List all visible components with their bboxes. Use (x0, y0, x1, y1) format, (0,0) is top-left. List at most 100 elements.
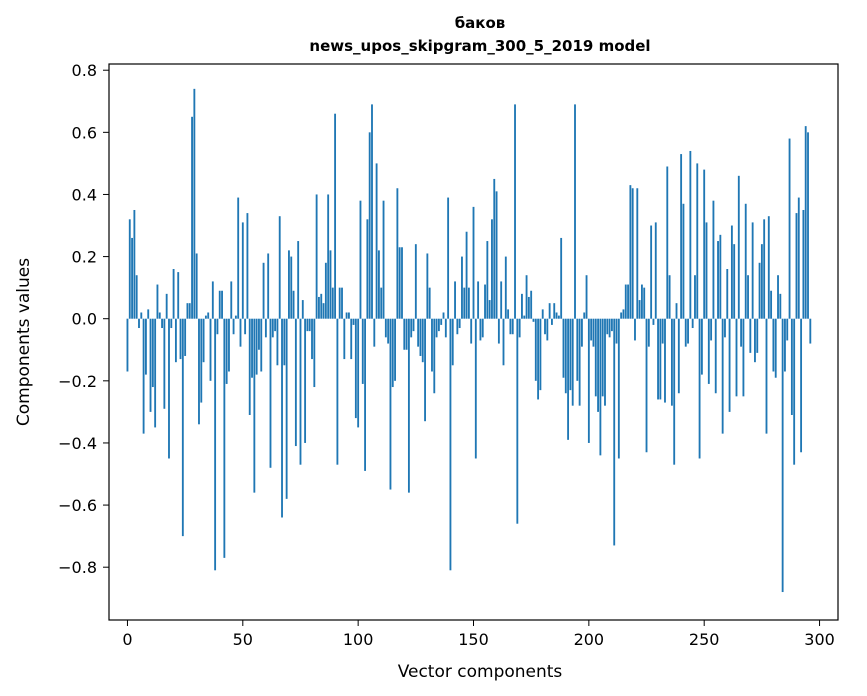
bar (209, 318, 212, 381)
bar (426, 253, 429, 319)
bar (223, 318, 226, 558)
bar (726, 269, 729, 319)
bar (613, 318, 616, 546)
bar (264, 318, 267, 338)
bar (154, 318, 157, 428)
bar (504, 256, 507, 319)
bar (809, 318, 812, 344)
bar (497, 318, 500, 344)
bar (424, 318, 426, 422)
bar (610, 318, 613, 332)
bar (315, 194, 318, 319)
bar (128, 219, 131, 319)
bar (387, 318, 390, 344)
bar (285, 318, 288, 499)
bar (749, 318, 752, 353)
bar (627, 284, 629, 319)
bar (675, 303, 678, 319)
bar (308, 318, 311, 332)
bar (754, 318, 756, 363)
bar (650, 225, 653, 319)
bar (366, 219, 369, 319)
bars-group (126, 88, 812, 593)
bar (604, 318, 606, 406)
x-axis-ticks: 0 50 100 150 200 250 300 (122, 620, 835, 649)
bar (142, 318, 145, 434)
bar (260, 318, 263, 372)
bar (442, 312, 445, 319)
bar (161, 318, 163, 329)
bar (636, 188, 639, 319)
bar (345, 312, 348, 319)
bar (313, 318, 316, 388)
bar (670, 318, 673, 406)
bar (622, 309, 625, 319)
bar (567, 318, 570, 440)
bar (569, 318, 572, 391)
bar (511, 318, 514, 335)
bar (590, 318, 593, 341)
bar (606, 318, 609, 335)
bar (221, 290, 223, 319)
bar (763, 219, 766, 319)
bar (456, 318, 459, 335)
bar (306, 318, 309, 332)
bar (133, 209, 136, 319)
bar (537, 318, 540, 400)
bar (364, 318, 366, 471)
bar (377, 250, 380, 319)
bar (576, 318, 579, 381)
bar (742, 318, 745, 397)
bar (414, 244, 417, 319)
bar (126, 318, 129, 372)
bar (278, 216, 281, 319)
bar (733, 244, 736, 319)
x-tick-label: 0 (122, 630, 132, 649)
bar (412, 318, 415, 332)
bar (514, 104, 516, 319)
bar (500, 281, 503, 319)
bar (290, 256, 293, 319)
bar (765, 318, 768, 434)
bar (629, 185, 632, 319)
bar (405, 318, 408, 350)
bar (664, 318, 666, 403)
bar (375, 163, 378, 319)
bar (398, 247, 401, 319)
chart-title: баков (455, 14, 506, 32)
bar (788, 138, 791, 319)
bar (617, 318, 620, 459)
bar (267, 253, 270, 319)
bar (172, 269, 175, 319)
bar (186, 303, 189, 319)
bar (781, 318, 784, 593)
bar (179, 318, 182, 360)
y-tick-label: 0.4 (72, 185, 97, 204)
bar (288, 250, 290, 319)
bar (283, 318, 286, 366)
bar (401, 247, 403, 319)
x-axis-label: Vector components (398, 662, 563, 682)
bar (350, 318, 353, 360)
y-tick-label: −0.6 (58, 496, 97, 515)
bar (551, 318, 553, 325)
bar (329, 250, 332, 319)
bar (640, 284, 643, 319)
bar (571, 318, 574, 406)
bar (331, 287, 334, 319)
bar (341, 287, 343, 319)
bar (371, 104, 373, 319)
y-tick-label: 0.0 (72, 310, 97, 329)
bar (207, 312, 210, 319)
bar (657, 318, 659, 400)
bar (253, 318, 256, 493)
bar (756, 318, 759, 353)
bar (244, 318, 247, 335)
x-tick-label: 300 (804, 630, 835, 649)
x-tick-label: 150 (458, 630, 489, 649)
bar (518, 318, 521, 338)
bar (149, 318, 152, 412)
bar (262, 262, 265, 319)
bar (677, 318, 680, 394)
